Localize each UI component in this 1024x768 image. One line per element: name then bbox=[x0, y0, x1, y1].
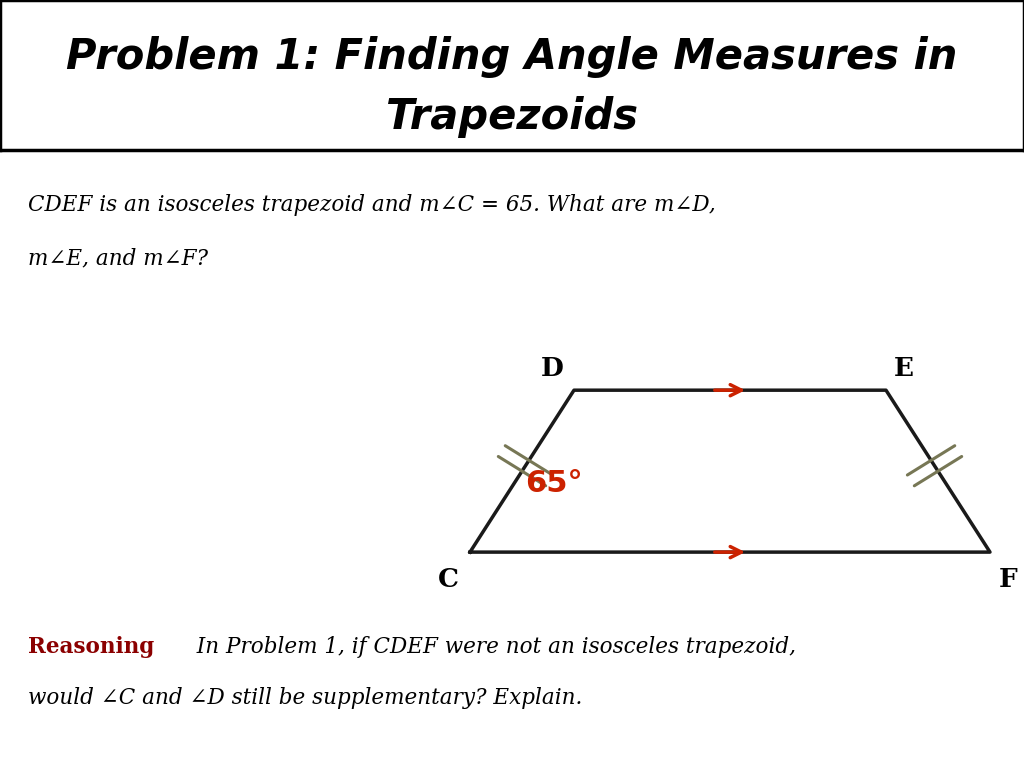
Text: D: D bbox=[541, 356, 563, 381]
Text: F: F bbox=[998, 567, 1018, 592]
Text: CDEF is an isosceles trapezoid and m∠C = 65. What are m∠D,: CDEF is an isosceles trapezoid and m∠C =… bbox=[28, 194, 716, 216]
Text: Problem 1: Finding Angle Measures in: Problem 1: Finding Angle Measures in bbox=[67, 36, 957, 78]
Text: E: E bbox=[894, 356, 914, 381]
Text: 65°: 65° bbox=[525, 469, 583, 498]
Text: C: C bbox=[437, 567, 459, 592]
Text: would ∠C and ∠D still be supplementary? Explain.: would ∠C and ∠D still be supplementary? … bbox=[28, 687, 583, 709]
Text: Trapezoids: Trapezoids bbox=[386, 96, 638, 137]
Text: Reasoning: Reasoning bbox=[28, 636, 155, 657]
Text: In Problem 1, if CDEF were not an isosceles trapezoid,: In Problem 1, if CDEF were not an isosce… bbox=[183, 636, 796, 657]
Text: m∠E, and m∠F?: m∠E, and m∠F? bbox=[28, 248, 208, 270]
